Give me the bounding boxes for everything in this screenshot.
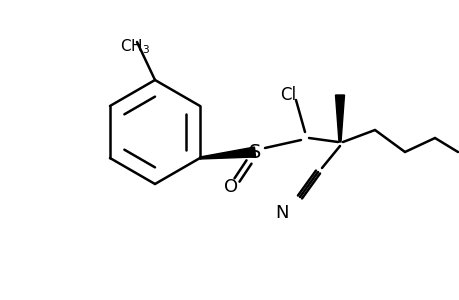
Text: O: O <box>224 178 238 196</box>
Polygon shape <box>335 95 344 142</box>
Text: Cl: Cl <box>280 86 296 104</box>
Text: S: S <box>248 142 261 161</box>
Polygon shape <box>200 147 255 159</box>
Text: CH$_3$: CH$_3$ <box>120 37 150 56</box>
Text: N: N <box>274 204 288 222</box>
